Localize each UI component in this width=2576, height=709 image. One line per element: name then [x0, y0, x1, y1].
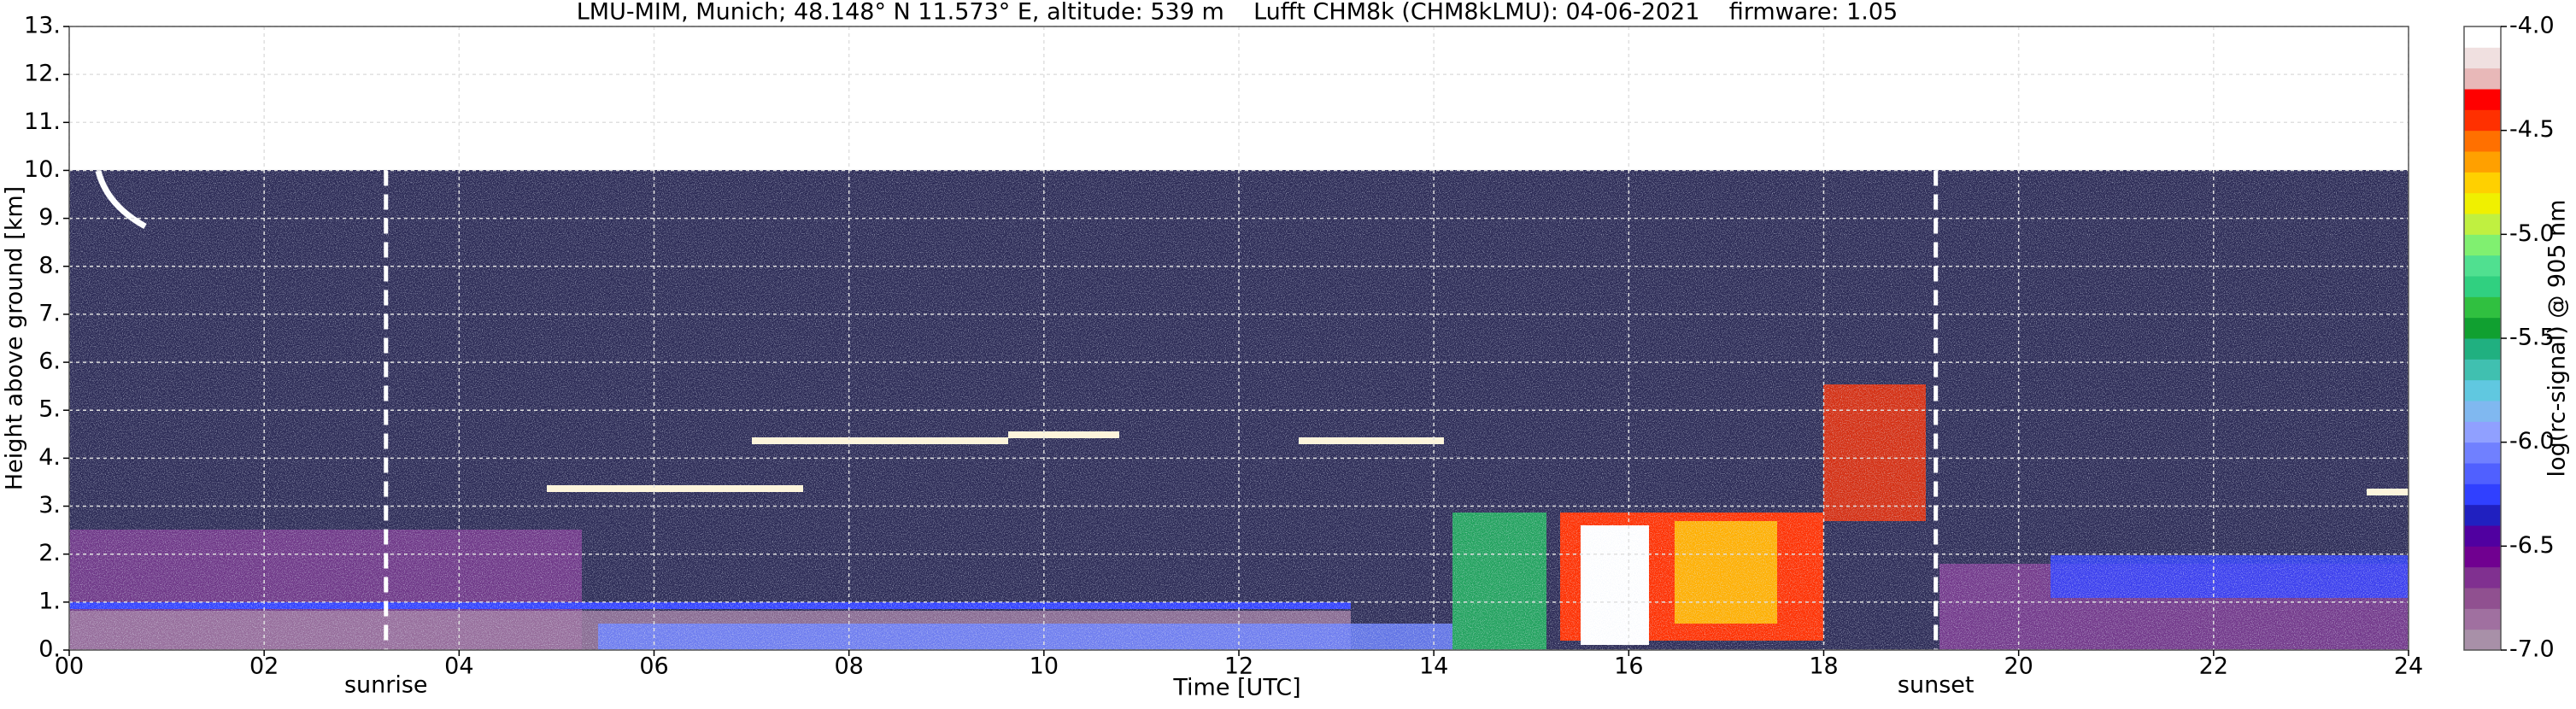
colorbar-segment — [2464, 379, 2501, 401]
colorbar-segment — [2464, 296, 2501, 319]
colorbar-tick-label: -4.0 — [2509, 13, 2555, 39]
y-tick-label: 4. — [38, 444, 61, 471]
colorbar-segment — [2464, 234, 2501, 256]
colorbar-label: log(rc-signal) @ 905 nm — [2544, 200, 2571, 478]
x-tick-label: 24 — [2394, 653, 2423, 680]
x-tick-label: 16 — [1614, 653, 1643, 680]
colorbar-segment — [2464, 151, 2501, 173]
colorbar-tick-label: -5.0 — [2509, 220, 2555, 247]
x-tick-label: 18 — [1809, 653, 1838, 680]
colorbar-segment — [2464, 192, 2501, 214]
x-tick-label: 04 — [444, 653, 473, 680]
x-tick-label: 12 — [1224, 653, 1253, 680]
colorbar-segment — [2464, 401, 2501, 422]
x-tick-label: 02 — [249, 653, 279, 680]
y-tick-label: 12. — [24, 61, 61, 87]
y-tick-label: 8. — [38, 252, 61, 278]
colorbar-segment — [2464, 629, 2501, 651]
y-tick-label: 9. — [38, 204, 61, 231]
x-tick-label: 06 — [639, 653, 668, 680]
colorbar-segment — [2464, 26, 2501, 48]
x-axis-label: Time [UTC] — [1172, 675, 1300, 701]
colorbar-segment — [2464, 525, 2501, 547]
colorbar-segment — [2464, 463, 2501, 484]
colorbar-tick-label: -5.5 — [2509, 325, 2555, 351]
colorbar-segment — [2464, 608, 2501, 630]
colorbar-segment — [2464, 47, 2501, 69]
colorbar-tick-label: -4.5 — [2509, 116, 2555, 143]
x-tick-label: 10 — [1030, 653, 1059, 680]
colorbar-segment — [2464, 214, 2501, 235]
y-tick-label: 3. — [38, 492, 61, 519]
x-tick-label: 00 — [55, 653, 84, 680]
colorbar-segment — [2464, 504, 2501, 526]
y-axis-label: Height above ground [km] — [2, 186, 28, 490]
x-tick-label: 22 — [2199, 653, 2228, 680]
y-tick-label: 1. — [38, 588, 61, 614]
y-tick-label: 10. — [24, 156, 61, 183]
chart-title: LMU-MIM, Munich; 48.148° N 11.573° E, al… — [577, 0, 1898, 26]
colorbar-segment — [2464, 359, 2501, 381]
x-tick-label: 14 — [1419, 653, 1448, 680]
colorbar-segment — [2464, 255, 2501, 277]
y-tick-label: 5. — [38, 396, 61, 423]
colorbar-segment — [2464, 588, 2501, 609]
colorbar-segment — [2464, 67, 2501, 90]
colorbar-segment — [2464, 566, 2501, 589]
colorbar-segment — [2464, 172, 2501, 194]
y-tick-label: 7. — [38, 300, 61, 326]
y-tick-label: 6. — [38, 349, 61, 375]
colorbar-segment — [2464, 421, 2501, 443]
colorbar-segment — [2464, 442, 2501, 464]
colorbar-segment — [2464, 89, 2501, 110]
colorbar-segment — [2464, 483, 2501, 506]
colorbar-segment — [2464, 317, 2501, 339]
colorbar-segment — [2464, 546, 2501, 568]
y-tick-label: 2. — [38, 540, 61, 566]
colorbar-segment — [2464, 130, 2501, 152]
colorbar-tick-label: -6.0 — [2509, 428, 2555, 454]
y-tick-label: 0. — [38, 636, 61, 663]
x-tick-label: 08 — [834, 653, 863, 680]
colorbar-segment — [2464, 109, 2501, 132]
colorbar-tick-label: -6.5 — [2509, 532, 2555, 559]
colorbar-segment — [2464, 276, 2501, 297]
x-tick-label: 20 — [2004, 653, 2033, 680]
annotation-label: sunset — [1898, 672, 1975, 699]
colorbar-segment — [2464, 338, 2501, 360]
colorbar-tick-label: -7.0 — [2509, 636, 2555, 663]
annotation-label: sunrise — [344, 672, 428, 699]
y-tick-label: 13. — [24, 13, 61, 39]
y-tick-label: 11. — [24, 108, 61, 135]
